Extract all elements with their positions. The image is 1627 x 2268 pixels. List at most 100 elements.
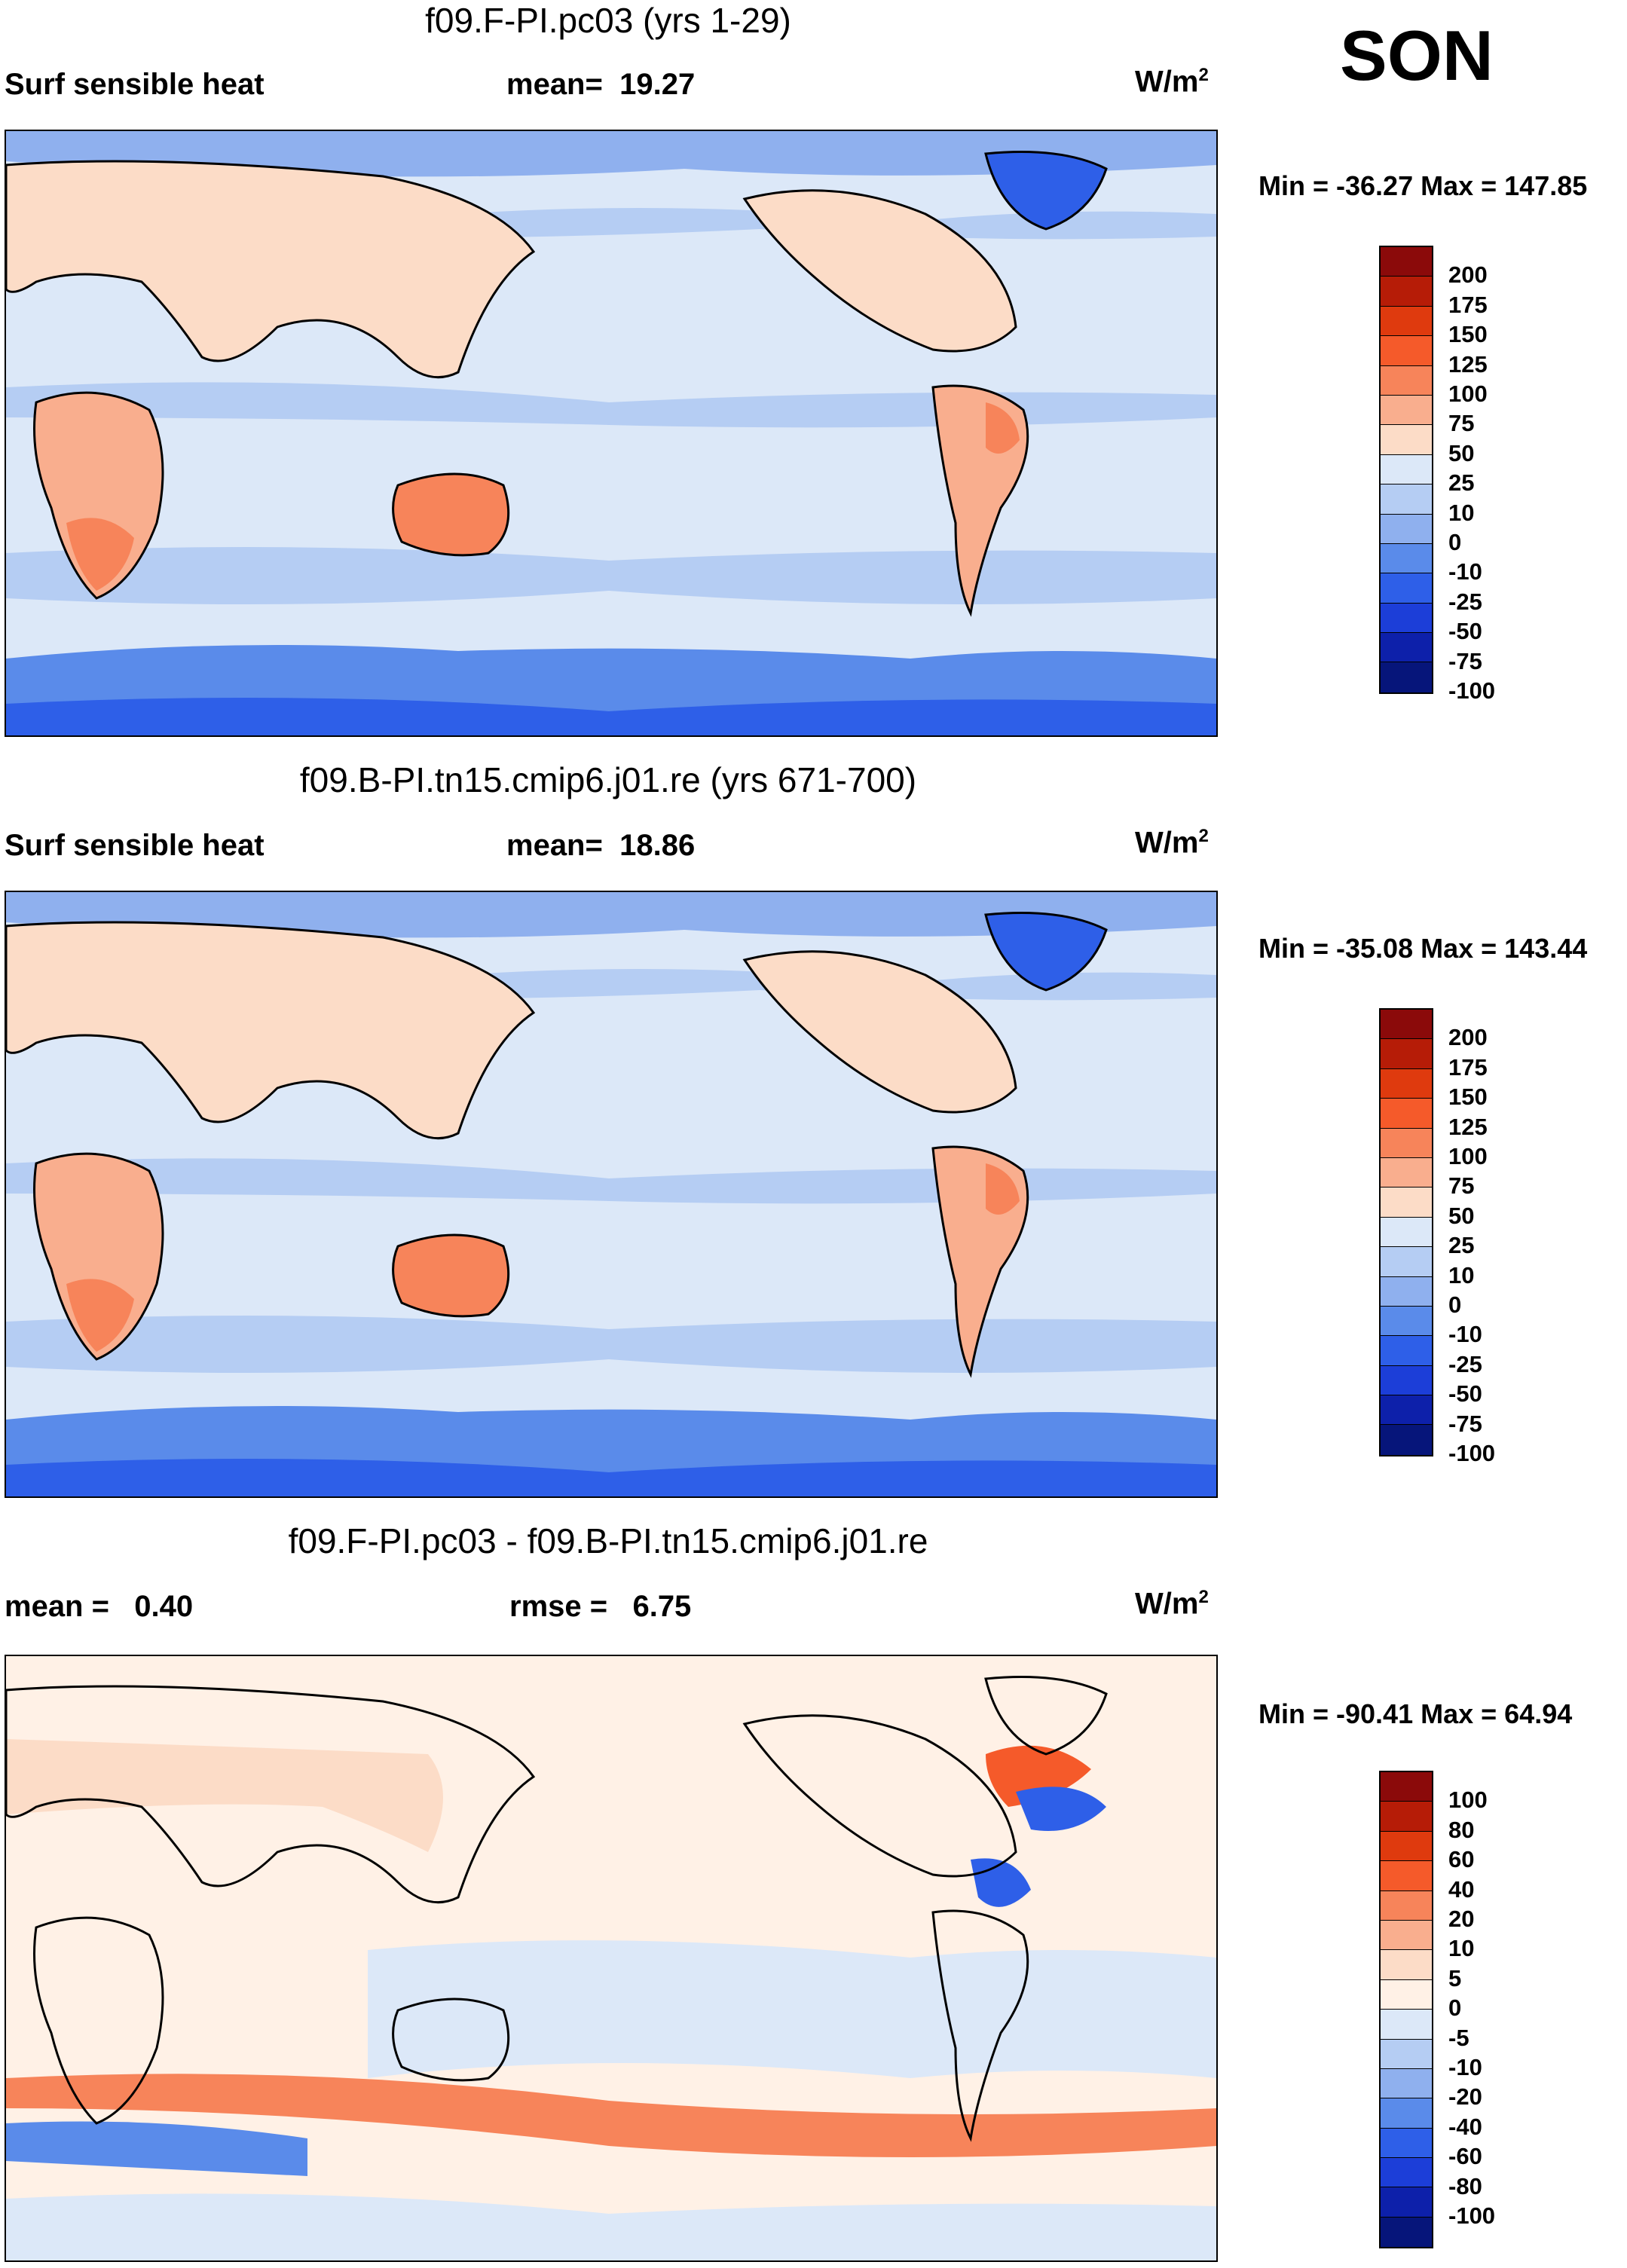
- colorbar-tick-label: 175: [1448, 291, 1488, 318]
- colorbar-swatch: [1381, 1891, 1432, 1921]
- colorbar-swatch: [1381, 1187, 1432, 1218]
- colorbar-swatch: [1381, 2010, 1432, 2040]
- colorbar-tick-label: 10: [1448, 1935, 1475, 1962]
- colorbar-swatch: [1381, 633, 1432, 663]
- colorbar-tick-label: -25: [1448, 1350, 1482, 1377]
- season-label: SON: [1340, 16, 1494, 95]
- panel-2-minmax: Min = -35.08 Max = 143.44: [1258, 933, 1588, 964]
- panel-3-units: W/m2: [1135, 1587, 1209, 1621]
- antarctic-core: [6, 698, 1216, 735]
- panel-1-stat: mean= 19.27: [506, 68, 695, 102]
- colorbar-swatch: [1381, 2039, 1432, 2069]
- colorbar-swatch: [1381, 1772, 1432, 1802]
- colorbar-swatch: [1381, 306, 1432, 337]
- colorbar-swatch: [1381, 247, 1432, 277]
- eurasia-land: [6, 160, 536, 379]
- colorbar-tick-label: 0: [1448, 1994, 1462, 2022]
- colorbar-tick-label: 80: [1448, 1816, 1475, 1843]
- panel-1-title: f09.F-PI.pc03 (yrs 1-29): [425, 1, 791, 40]
- panel-3-stat-label: rmse =: [509, 1590, 608, 1623]
- colorbar-tick-label: -75: [1448, 647, 1482, 674]
- panel-3-map-svg: [6, 1656, 1216, 2260]
- colorbar-tick-label: 20: [1448, 1906, 1475, 1932]
- colorbar-tick-label: 60: [1448, 1846, 1475, 1873]
- colorbar-swatch: [1381, 1306, 1432, 1337]
- colorbar-swatch: [1381, 1217, 1432, 1248]
- australia-land: [392, 472, 510, 557]
- colorbar-swatch: [1381, 2098, 1432, 2129]
- antarctic-core: [6, 1459, 1216, 1496]
- panel-2-units-exp: 2: [1198, 826, 1209, 846]
- australia-coast: [392, 1997, 510, 2082]
- colorbar-swatch: [1381, 425, 1432, 455]
- colorbar-swatch: [1381, 1802, 1432, 1832]
- panel-2-stat-label: mean=: [506, 829, 603, 862]
- colorbar-swatch: [1381, 1979, 1432, 2010]
- panel-3-colorbar: [1379, 1771, 1433, 2249]
- colorbar-swatch: [1381, 2068, 1432, 2099]
- panel-2-units-base: W/m: [1135, 826, 1199, 860]
- panel-2-stat-value: 18.86: [619, 829, 696, 862]
- colorbar-tick-label: -60: [1448, 2143, 1482, 2170]
- colorbar-swatch: [1381, 2128, 1432, 2159]
- colorbar-tick-label: 150: [1448, 321, 1488, 348]
- panel-2-map: [5, 891, 1218, 1498]
- southern-africa-warm: [66, 1279, 134, 1352]
- panel-3-units-base: W/m: [1135, 1587, 1199, 1621]
- colorbar-swatch: [1381, 336, 1432, 366]
- colorbar-swatch: [1381, 1831, 1432, 1862]
- southern-africa-warm: [66, 518, 134, 591]
- africa-coast: [33, 1916, 164, 2125]
- colorbar-swatch: [1381, 365, 1432, 396]
- colorbar-tick-label: -10: [1448, 558, 1482, 585]
- colorbar-tick-label: -100: [1448, 677, 1496, 704]
- colorbar-tick-label: -25: [1448, 588, 1482, 615]
- arctic-band: [6, 892, 1216, 938]
- panel-1-map: [5, 130, 1218, 737]
- colorbar-swatch: [1381, 1861, 1432, 1891]
- panel-1-variable: Surf sensible heat: [5, 68, 265, 101]
- panel-3-title: f09.F-PI.pc03 - f09.B-PI.tn15.cmip6.j01.…: [288, 1521, 928, 1560]
- colorbar-tick-label: 25: [1448, 1232, 1475, 1259]
- colorbar-tick-label: 200: [1448, 261, 1488, 289]
- colorbar-swatch: [1381, 603, 1432, 634]
- colorbar-swatch: [1381, 662, 1432, 692]
- north-atlantic-cool: [1016, 1787, 1106, 1831]
- southern-ocean-band: [6, 547, 1216, 604]
- panel-2-colorbar: [1379, 1008, 1433, 1456]
- colorbar-swatch: [1381, 395, 1432, 426]
- panel-1-stat-value: 19.27: [619, 68, 696, 101]
- brazil-warm: [986, 402, 1020, 454]
- panel-3-minmax: Min = -90.41 Max = 64.94: [1258, 1698, 1573, 1729]
- colorbar-tick-label: 25: [1448, 469, 1475, 497]
- panel-1-units-exp: 2: [1198, 65, 1209, 85]
- colorbar-swatch: [1381, 1247, 1432, 1277]
- australia-land: [392, 1233, 510, 1318]
- colorbar-tick-label: 200: [1448, 1024, 1488, 1051]
- colorbar-swatch: [1381, 1336, 1432, 1366]
- colorbar-tick-label: 75: [1448, 1172, 1475, 1200]
- colorbar-tick-label: 0: [1448, 1291, 1462, 1318]
- panel-3-units-exp: 2: [1198, 1587, 1209, 1607]
- colorbar-swatch: [1381, 1425, 1432, 1455]
- colorbar-swatch: [1381, 1395, 1432, 1426]
- eurasia-coast: [6, 1685, 536, 1904]
- panel-2-variable: Surf sensible heat: [5, 829, 265, 862]
- colorbar-tick-label: 125: [1448, 350, 1488, 377]
- panel-1-units-base: W/m: [1135, 65, 1199, 99]
- colorbar-tick-label: 100: [1448, 381, 1488, 407]
- colorbar-tick-label: -10: [1448, 1321, 1482, 1348]
- colorbar-swatch: [1381, 1099, 1432, 1129]
- colorbar-tick-label: 75: [1448, 410, 1475, 437]
- colorbar-swatch: [1381, 1157, 1432, 1188]
- south-america-coast: [931, 1909, 1029, 2142]
- north-america-land: [742, 950, 1017, 1114]
- colorbar-tick-label: 125: [1448, 1113, 1488, 1140]
- tropical-band: [6, 382, 1216, 428]
- colorbar-tick-label: -50: [1448, 1380, 1482, 1408]
- panel-2-map-svg: [6, 892, 1216, 1496]
- colorbar-swatch: [1381, 1276, 1432, 1307]
- tropical-pacific-cool: [368, 1940, 1216, 2078]
- panel-1-stat-label: mean=: [506, 68, 603, 101]
- colorbar-tick-label: 100: [1448, 1787, 1488, 1814]
